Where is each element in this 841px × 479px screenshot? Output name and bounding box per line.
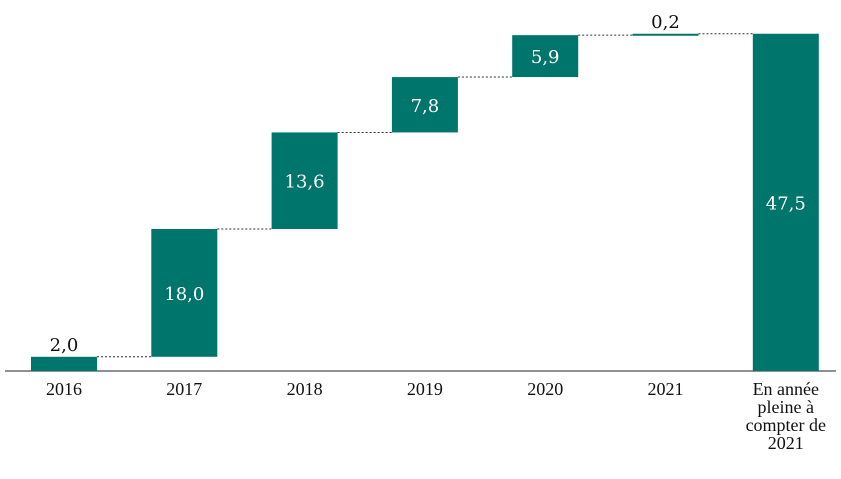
value-label-2: 18,0 (164, 284, 204, 305)
bar-5 (512, 35, 579, 78)
category-label-1: 2016 (46, 379, 82, 399)
category-label-2: 2017 (166, 379, 203, 399)
bar-1 (31, 356, 97, 371)
value-label-4: 7,8 (411, 96, 440, 117)
category-label-3: 2018 (286, 379, 323, 399)
value-label-1: 2,0 (50, 335, 79, 356)
bar-3 (271, 132, 338, 229)
category-label-6: 2021 (647, 379, 684, 399)
value-label-5: 5,9 (531, 47, 560, 68)
bar-7 (752, 33, 819, 371)
bar-6 (632, 33, 699, 36)
value-label-3: 13,6 (285, 172, 325, 193)
value-label-7: 47,5 (766, 193, 806, 214)
bar-2 (151, 229, 218, 357)
category-label-4: 2019 (406, 379, 443, 399)
category-label-7: En année pleine à compter de 2021 (745, 379, 827, 453)
bar-4 (391, 77, 458, 133)
value-label-6: 0,2 (651, 12, 680, 33)
category-label-5: 2020 (527, 379, 564, 399)
